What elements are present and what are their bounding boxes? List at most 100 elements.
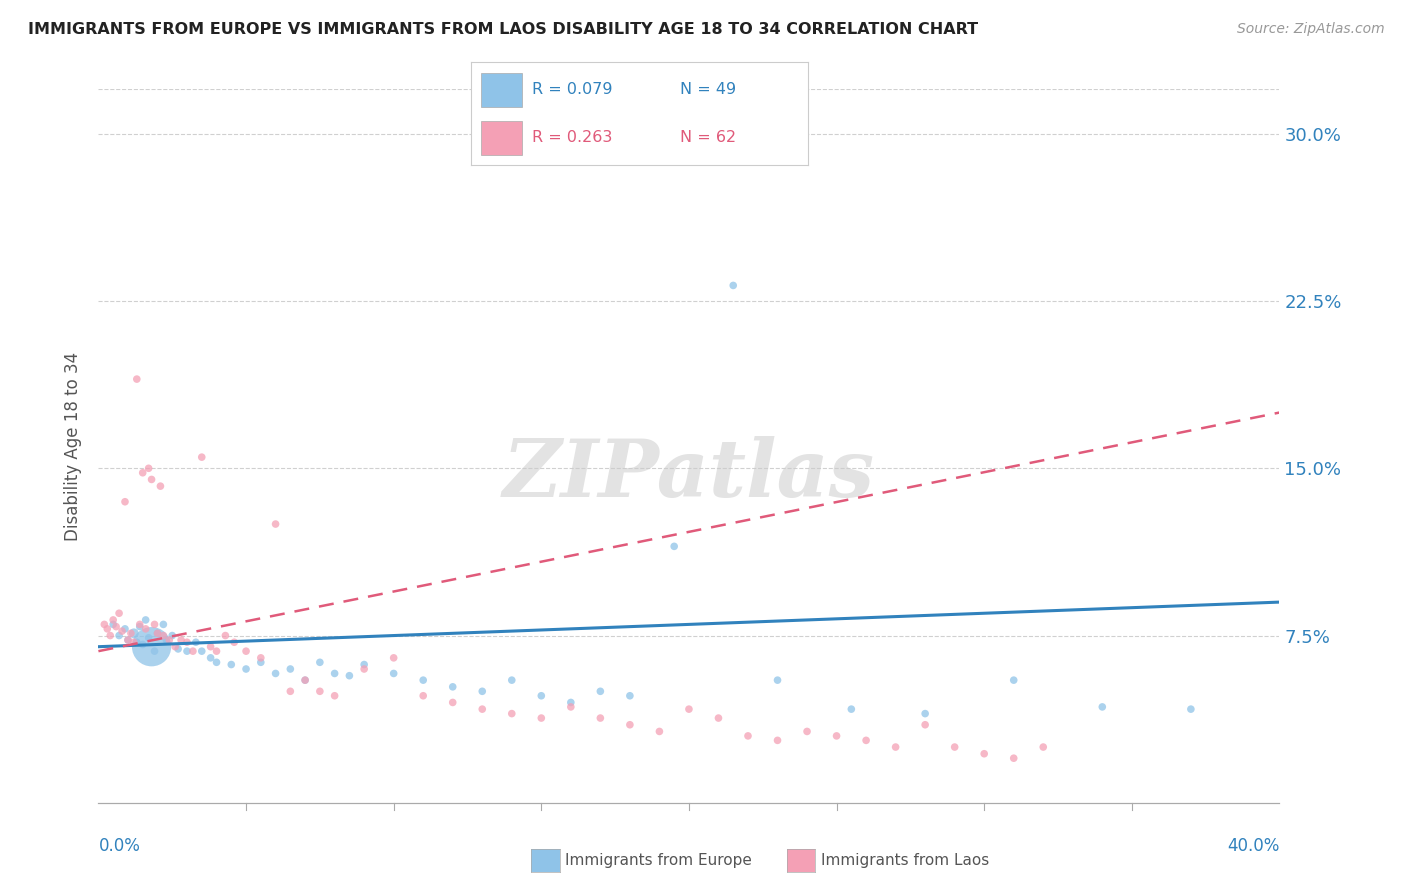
Point [96, 622, 118, 636]
Point [125, 635, 148, 649]
Point [162, 628, 183, 642]
Point [664, 539, 686, 553]
Point [170, 633, 193, 648]
Point [122, 635, 145, 649]
Point [1032, 740, 1054, 755]
Point [412, 673, 434, 687]
Point [200, 640, 222, 654]
Point [184, 635, 207, 649]
Point [165, 640, 187, 654]
Point [309, 684, 332, 698]
Point [737, 729, 759, 743]
Point [264, 517, 287, 532]
Text: IMMIGRANTS FROM EUROPE VS IMMIGRANTS FROM LAOS DISABILITY AGE 18 TO 34 CORRELATI: IMMIGRANTS FROM EUROPE VS IMMIGRANTS FRO… [28, 22, 979, 37]
Point [471, 684, 494, 698]
Point [214, 628, 236, 642]
Point [149, 479, 172, 493]
Point [678, 702, 700, 716]
Point [278, 662, 302, 676]
Point [914, 717, 936, 731]
Point [707, 711, 730, 725]
Point [120, 626, 142, 640]
Point [264, 666, 287, 681]
Text: Immigrants from Europe: Immigrants from Europe [565, 854, 752, 868]
Point [181, 644, 204, 658]
Point [93, 617, 115, 632]
Y-axis label: Disability Age 18 to 34: Disability Age 18 to 34 [65, 351, 83, 541]
Point [796, 724, 818, 739]
Point [723, 278, 745, 293]
Point [167, 642, 190, 657]
Point [224, 635, 246, 649]
Point [501, 706, 523, 721]
Point [560, 699, 582, 714]
Point [589, 684, 612, 698]
Point [530, 711, 553, 725]
Point [382, 651, 405, 665]
Point [441, 680, 464, 694]
Point [766, 673, 789, 687]
Text: R = 0.263: R = 0.263 [531, 130, 612, 145]
Point [132, 466, 155, 480]
Point [560, 696, 582, 710]
Point [973, 747, 995, 761]
Point [855, 733, 877, 747]
Point [191, 450, 214, 465]
Point [108, 607, 131, 621]
Point [152, 617, 174, 632]
Point [205, 644, 228, 658]
Text: Immigrants from Laos: Immigrants from Laos [821, 854, 990, 868]
Point [135, 622, 157, 636]
Point [114, 494, 136, 508]
Point [1091, 699, 1114, 714]
Point [138, 461, 160, 475]
Point [278, 684, 302, 698]
Point [339, 669, 360, 683]
Text: N = 62: N = 62 [681, 130, 737, 145]
Point [382, 666, 405, 681]
Point [1180, 702, 1202, 716]
Point [141, 640, 163, 654]
Point [117, 633, 139, 648]
Point [103, 617, 125, 632]
Text: R = 0.079: R = 0.079 [531, 82, 612, 97]
Point [309, 655, 332, 669]
Point [471, 702, 494, 716]
Point [323, 666, 346, 681]
Point [294, 673, 316, 687]
Point [250, 655, 273, 669]
Point [219, 657, 242, 672]
Point [105, 619, 128, 633]
Point [146, 626, 169, 640]
Point [353, 657, 375, 672]
Point [176, 644, 198, 658]
Point [111, 624, 134, 639]
Point [128, 619, 150, 633]
Point [108, 628, 131, 642]
Point [103, 613, 125, 627]
Text: 40.0%: 40.0% [1227, 837, 1279, 855]
Point [146, 626, 169, 640]
Point [141, 473, 163, 487]
Point [1002, 751, 1025, 765]
Point [135, 613, 157, 627]
Bar [481, 73, 522, 106]
Point [353, 662, 375, 676]
Point [132, 637, 155, 651]
Point [205, 655, 228, 669]
Point [235, 662, 257, 676]
Point [125, 372, 148, 386]
Text: ZIPatlas: ZIPatlas [503, 436, 875, 513]
Point [117, 633, 139, 648]
Text: N = 49: N = 49 [681, 82, 737, 97]
Point [98, 628, 121, 642]
Point [191, 644, 214, 658]
Point [589, 711, 612, 725]
Point [501, 673, 523, 687]
Point [441, 696, 464, 710]
Point [152, 628, 174, 642]
Point [157, 633, 180, 648]
Point [619, 689, 641, 703]
Point [884, 740, 907, 755]
Point [250, 651, 273, 665]
